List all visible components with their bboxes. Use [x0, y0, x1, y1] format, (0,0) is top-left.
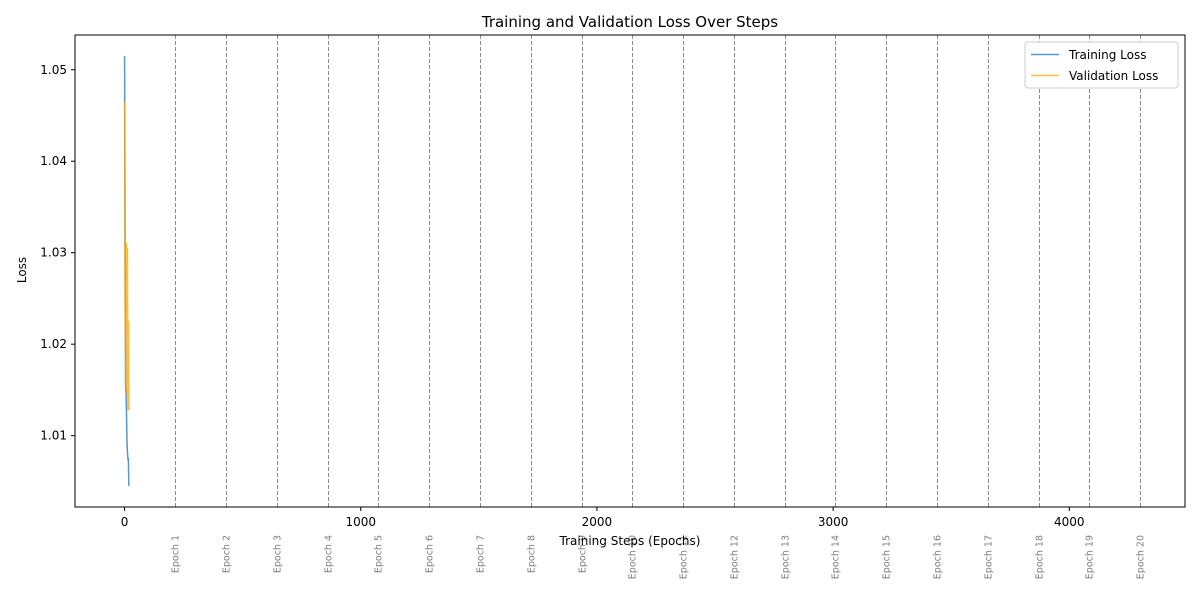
epoch-marker-label: Epoch 8 [527, 535, 538, 573]
y-tick-label: 1.05 [40, 63, 67, 77]
x-tick-label: 2000 [582, 515, 613, 529]
epoch-marker-label: Epoch 14 [831, 535, 842, 579]
y-tick-label: 1.02 [40, 337, 67, 351]
epoch-marker-label: Epoch 18 [1035, 535, 1046, 579]
x-axis-label: Training Steps (Epochs) [559, 534, 701, 548]
y-tick-label: 1.04 [40, 154, 67, 168]
series-line-validation-loss [123, 101, 130, 411]
epoch-marker-label: Epoch 19 [1085, 535, 1096, 579]
epoch-marker-label: Epoch 12 [730, 535, 741, 579]
legend-label-training-loss: Training Loss [1068, 48, 1146, 62]
chart-title: Training and Validation Loss Over Steps [481, 13, 778, 31]
epoch-marker-label: Epoch 2 [222, 535, 233, 573]
epoch-marker-label: Epoch 4 [324, 535, 335, 573]
epoch-marker-label: Epoch 5 [374, 535, 385, 573]
x-tick-label: 0 [121, 515, 129, 529]
x-tick-label: 3000 [818, 515, 849, 529]
x-tick-label: 4000 [1054, 515, 1085, 529]
epoch-marker-label: Epoch 1 [171, 535, 182, 573]
legend: Training Loss Validation Loss [1024, 41, 1179, 89]
epoch-marker-label: Epoch 11 [679, 535, 690, 579]
y-tick-label: 1.01 [40, 429, 67, 443]
y-tick-label: 1.03 [40, 246, 67, 260]
legend-box [1024, 41, 1179, 89]
epoch-marker-label: Epoch 6 [425, 535, 436, 573]
legend-label-validation-loss: Validation Loss [1069, 69, 1158, 83]
epoch-marker-label: Epoch 17 [984, 535, 995, 579]
y-axis-label: Loss [15, 257, 29, 283]
plot-frame [74, 34, 1186, 508]
epoch-marker-label: Epoch 3 [273, 535, 284, 573]
epoch-marker-label: Epoch 9 [578, 535, 589, 573]
x-tick-label: 1000 [345, 515, 376, 529]
epoch-marker-label: Epoch 16 [933, 535, 944, 579]
epoch-marker-label: Epoch 20 [1136, 535, 1147, 579]
epoch-marker-label: Epoch 15 [882, 535, 893, 579]
epoch-marker-label: Epoch 10 [628, 535, 639, 579]
epoch-marker-label: Epoch 13 [781, 535, 792, 579]
epoch-marker-label: Epoch 7 [476, 535, 487, 573]
